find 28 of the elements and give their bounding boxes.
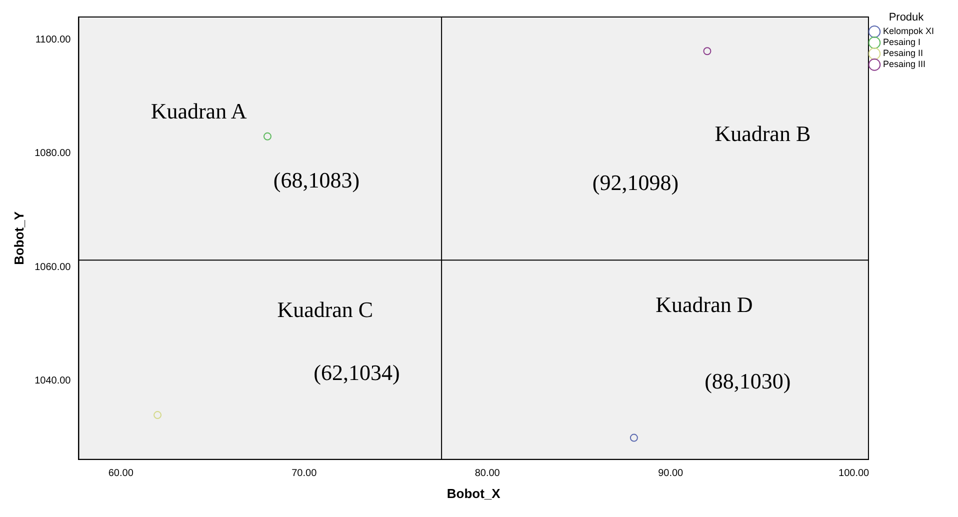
y-tick-label: 1060.00 [34, 262, 72, 273]
point [630, 434, 638, 442]
x-tick-label: 90.00 [658, 468, 684, 480]
point [263, 132, 272, 140]
annotation: Kuadran C [277, 296, 374, 322]
annotation: (68,1083) [273, 167, 360, 192]
y-tick-label: 1040.00 [34, 376, 72, 387]
y-tick-label: 1080.00 [34, 148, 72, 160]
point [703, 47, 712, 56]
annotation: (88,1030) [704, 368, 791, 394]
point [154, 411, 162, 420]
x-tick-label: 60.00 [108, 468, 134, 480]
annotation: (92,1098) [592, 170, 679, 196]
x-tick-label: 100.00 [838, 468, 870, 480]
x-tick-label: 70.00 [292, 468, 318, 480]
legend-label: Pesaing I [882, 37, 921, 48]
legend-label: Pesaing III [882, 59, 926, 70]
annotation: Kuadran A [150, 98, 247, 124]
legend-label: Kelompok XI [882, 26, 934, 36]
annotation: Kuadran D [656, 292, 753, 318]
annotation: (62,1034) [314, 360, 400, 386]
annotation: Kuadran B [714, 120, 811, 146]
legend-label: Pesaing II [882, 48, 924, 58]
legend-title: Produk [888, 12, 924, 24]
x-axis-title: Bobot_X [446, 486, 501, 501]
x-tick-label: 80.00 [474, 468, 500, 480]
y-axis-title: Bobot_Y [11, 211, 26, 265]
y-tick-label: 1100.00 [35, 34, 72, 46]
